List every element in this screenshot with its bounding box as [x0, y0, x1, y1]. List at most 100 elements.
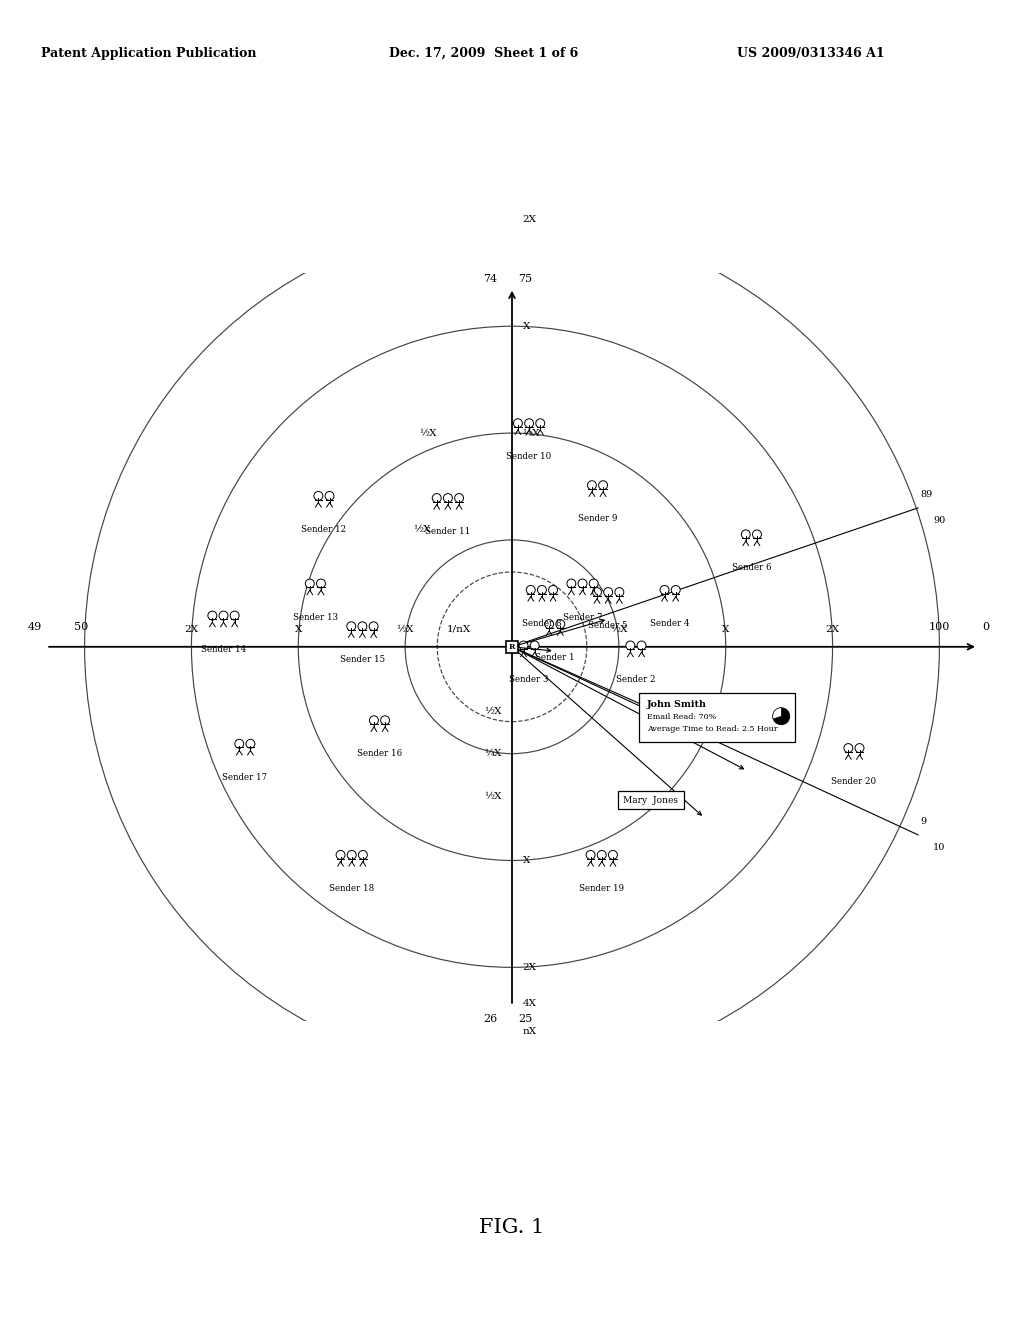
Circle shape	[432, 494, 441, 503]
Text: 74: 74	[483, 273, 497, 284]
Text: Sender 19: Sender 19	[580, 884, 625, 894]
Text: Sender 5: Sender 5	[589, 622, 628, 630]
Circle shape	[536, 418, 545, 428]
Text: R: R	[509, 643, 515, 651]
Circle shape	[773, 708, 790, 725]
Text: Email Read: 70%: Email Read: 70%	[646, 713, 716, 721]
Text: ½X: ½X	[483, 706, 502, 715]
Text: Sender 1: Sender 1	[535, 653, 574, 663]
Text: ¼X: ¼X	[484, 750, 502, 759]
Text: 100: 100	[929, 622, 950, 632]
Circle shape	[637, 642, 646, 649]
Text: 10: 10	[933, 843, 945, 853]
Text: X: X	[295, 624, 302, 634]
Text: Sender 14: Sender 14	[201, 644, 246, 653]
Text: Sender 7: Sender 7	[563, 612, 602, 622]
Circle shape	[230, 611, 240, 620]
Text: Sender 15: Sender 15	[340, 655, 385, 664]
FancyBboxPatch shape	[639, 693, 796, 742]
Circle shape	[358, 622, 367, 631]
Circle shape	[593, 587, 601, 597]
Circle shape	[660, 586, 669, 594]
Text: ½X: ½X	[420, 429, 437, 438]
Text: Sender 17: Sender 17	[222, 774, 267, 781]
FancyBboxPatch shape	[506, 642, 518, 652]
Circle shape	[589, 579, 598, 587]
Circle shape	[381, 715, 389, 725]
Text: 26: 26	[482, 1014, 497, 1024]
Text: Sender 10: Sender 10	[507, 453, 552, 461]
Circle shape	[316, 579, 326, 587]
Circle shape	[608, 850, 617, 859]
Circle shape	[567, 579, 575, 587]
Circle shape	[586, 850, 595, 859]
Text: Sender 4: Sender 4	[650, 619, 690, 628]
Text: Sender 3: Sender 3	[509, 675, 549, 684]
Circle shape	[604, 587, 612, 597]
Circle shape	[208, 611, 217, 620]
Text: 2X: 2X	[522, 215, 537, 224]
Circle shape	[614, 587, 624, 597]
Text: ½X: ½X	[610, 624, 628, 634]
Circle shape	[588, 480, 596, 490]
Text: ½X: ½X	[483, 792, 502, 801]
Circle shape	[325, 491, 334, 500]
Circle shape	[549, 586, 557, 594]
Text: Sender 8: Sender 8	[522, 619, 562, 628]
Text: ½X: ½X	[522, 429, 541, 438]
Text: Mary  Jones: Mary Jones	[624, 796, 679, 805]
Text: 50: 50	[74, 622, 88, 632]
Circle shape	[538, 586, 547, 594]
Circle shape	[369, 622, 378, 631]
Circle shape	[455, 494, 464, 503]
Text: 1/nX: 1/nX	[446, 624, 471, 634]
Text: X: X	[722, 624, 729, 634]
Circle shape	[672, 586, 680, 594]
Text: 2X: 2X	[522, 962, 537, 972]
Text: US 2009/0313346 A1: US 2009/0313346 A1	[737, 46, 885, 59]
Text: 0: 0	[982, 622, 989, 632]
Text: ½X: ½X	[396, 624, 414, 634]
Circle shape	[524, 418, 534, 428]
Circle shape	[556, 619, 565, 628]
Circle shape	[347, 622, 355, 631]
Circle shape	[844, 743, 853, 752]
Text: Sender 16: Sender 16	[357, 750, 402, 759]
Circle shape	[526, 586, 536, 594]
Circle shape	[530, 642, 540, 649]
Circle shape	[246, 739, 255, 748]
Text: 2X: 2X	[184, 624, 199, 634]
Text: Patent Application Publication: Patent Application Publication	[41, 46, 256, 59]
Circle shape	[219, 611, 228, 620]
Text: X: X	[522, 855, 530, 865]
Text: 49: 49	[28, 622, 42, 632]
FancyBboxPatch shape	[617, 791, 684, 809]
Text: 25: 25	[518, 1014, 532, 1024]
Text: Sender 9: Sender 9	[578, 515, 617, 523]
Circle shape	[336, 850, 345, 859]
Circle shape	[753, 529, 762, 539]
Text: 4X: 4X	[522, 999, 537, 1008]
Text: ½X: ½X	[414, 525, 431, 533]
Circle shape	[513, 418, 522, 428]
Circle shape	[597, 850, 606, 859]
Text: FIG. 1: FIG. 1	[479, 1218, 545, 1237]
Circle shape	[314, 491, 323, 500]
Circle shape	[370, 715, 379, 725]
Circle shape	[234, 739, 244, 748]
Circle shape	[519, 642, 528, 649]
Text: Sender 13: Sender 13	[293, 612, 338, 622]
Text: 75: 75	[518, 273, 532, 284]
Text: 2X: 2X	[825, 624, 840, 634]
Text: X: X	[522, 322, 530, 331]
Text: 90: 90	[933, 516, 945, 525]
Circle shape	[741, 529, 751, 539]
Circle shape	[347, 850, 356, 859]
Circle shape	[305, 579, 314, 587]
Text: Sender 2: Sender 2	[616, 675, 655, 684]
Circle shape	[358, 850, 368, 859]
Text: nX: nX	[522, 1027, 537, 1036]
Text: Sender 6: Sender 6	[731, 564, 771, 573]
Text: Dec. 17, 2009  Sheet 1 of 6: Dec. 17, 2009 Sheet 1 of 6	[389, 46, 579, 59]
Text: Sender 20: Sender 20	[831, 777, 877, 787]
